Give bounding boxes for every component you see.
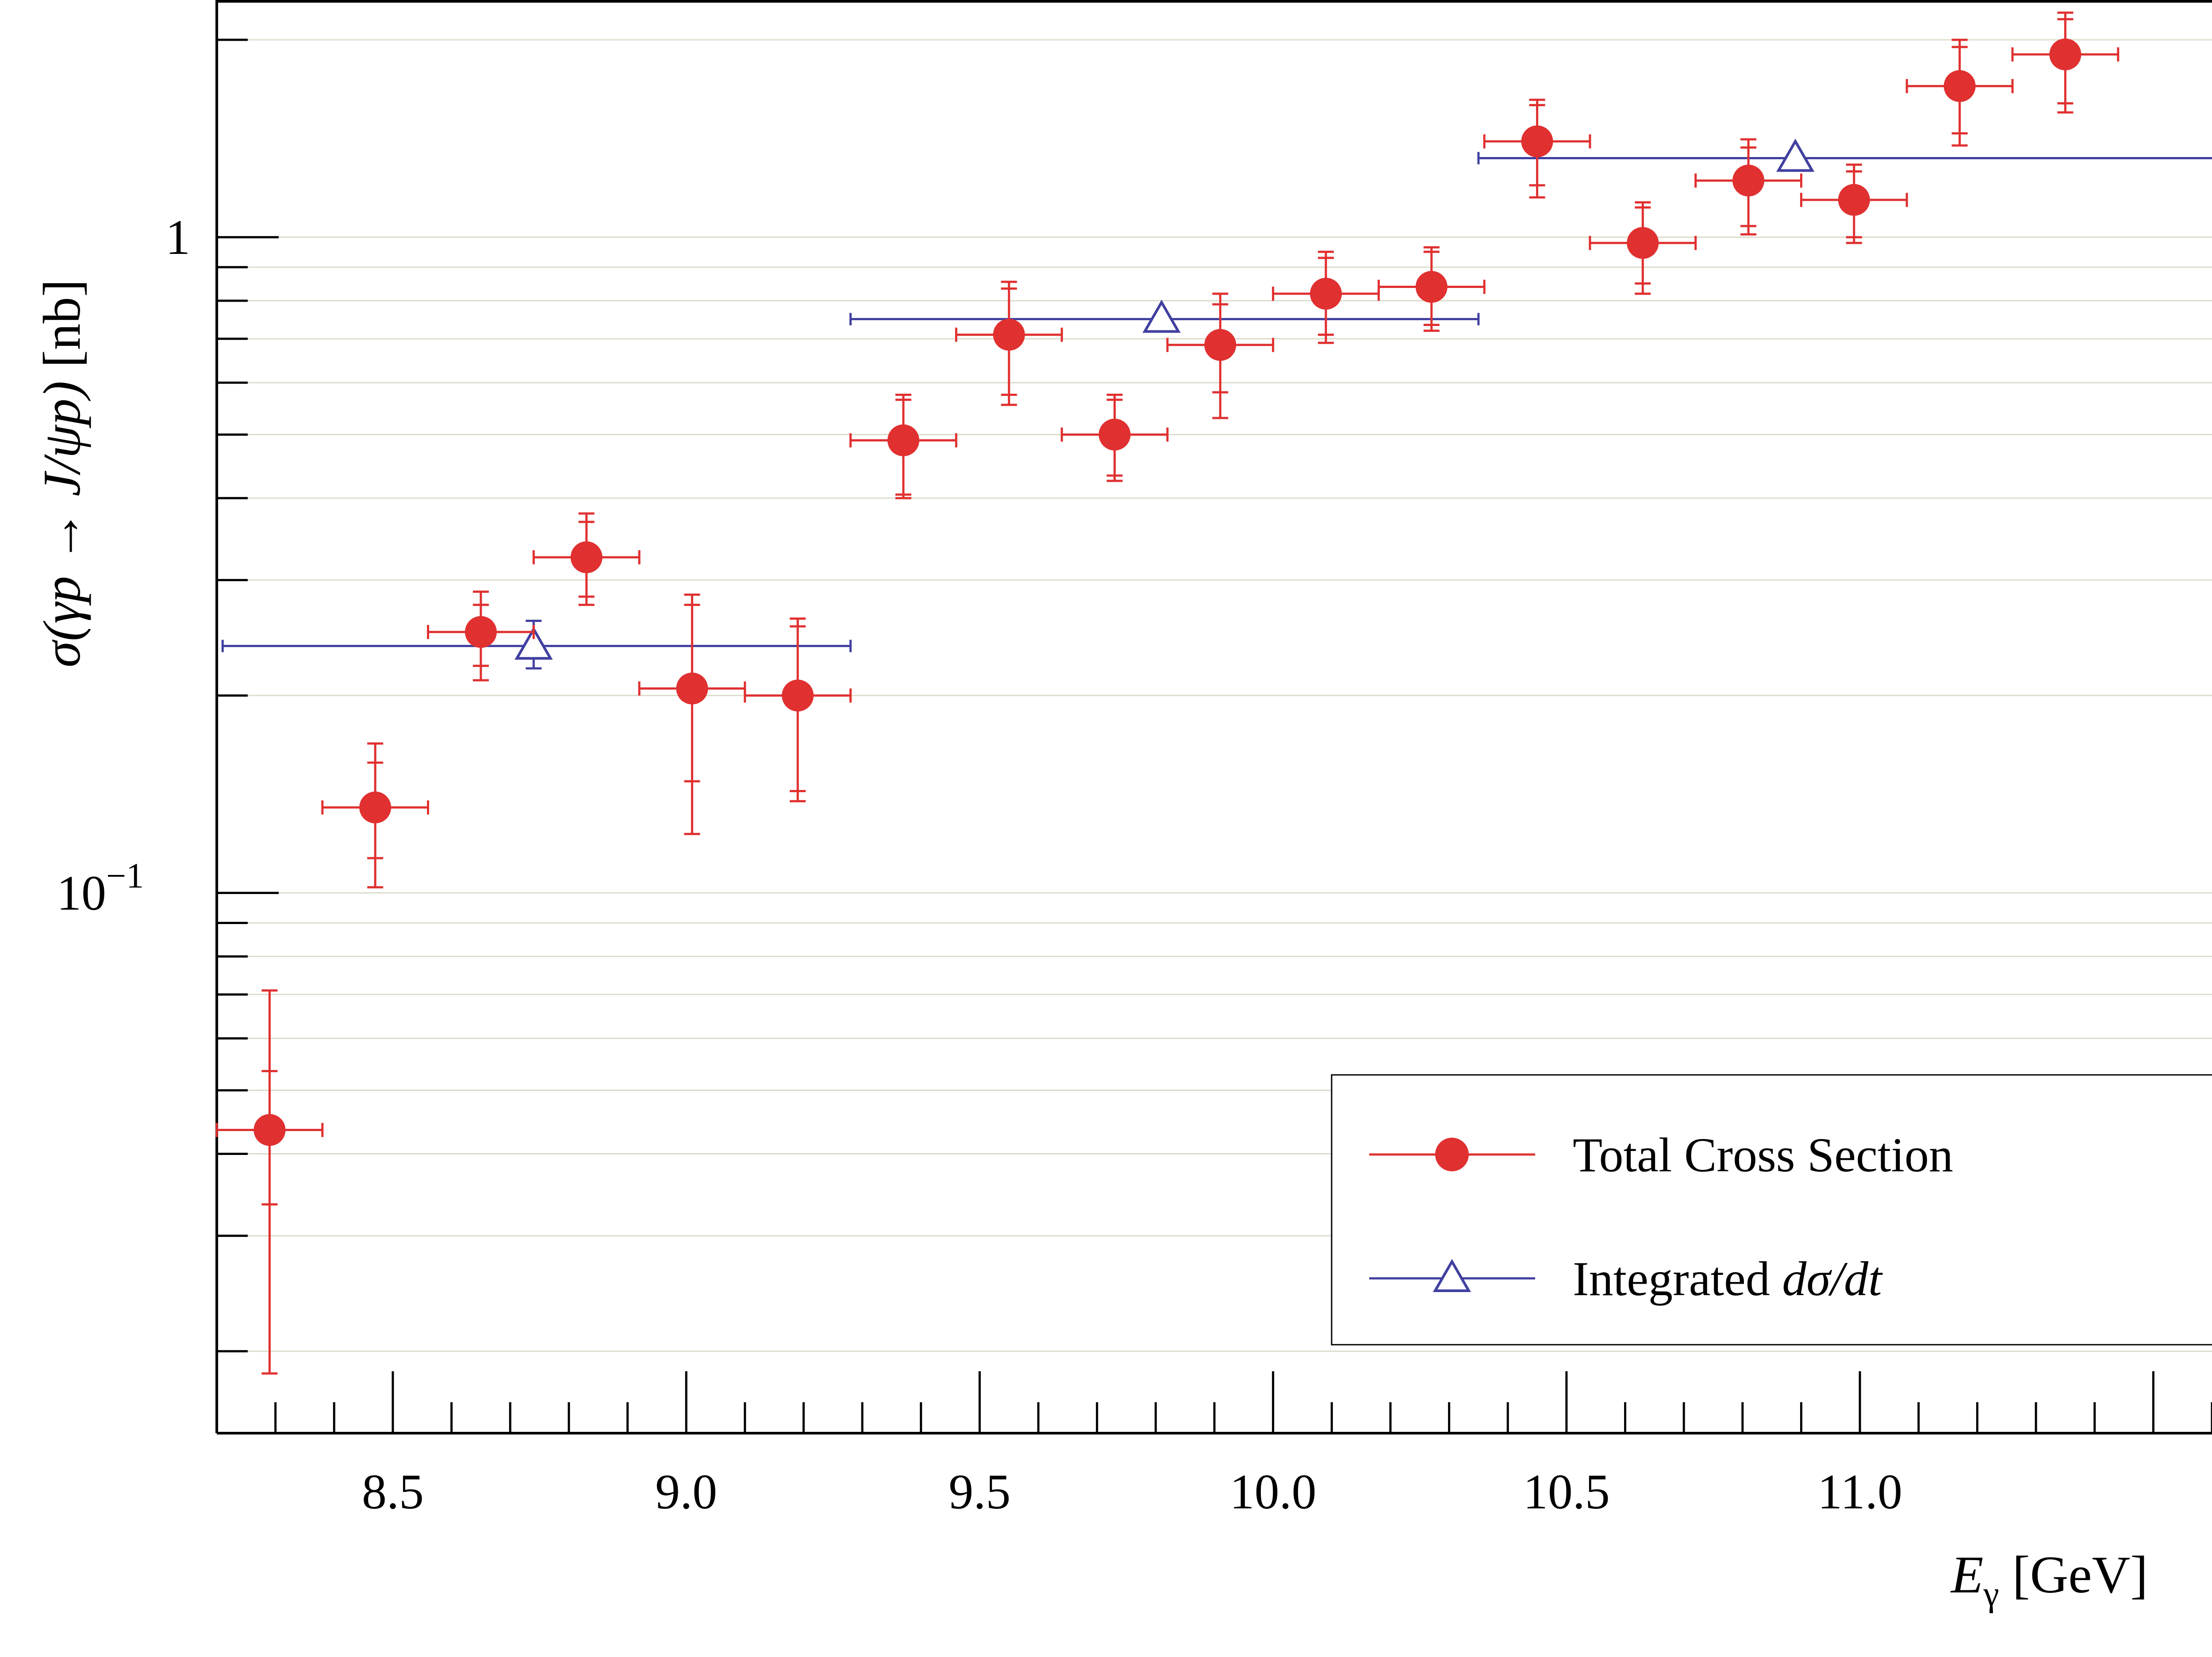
total-marker — [782, 679, 814, 712]
total-point — [1905, 38, 2014, 147]
legend-total-marker — [1435, 1138, 1469, 1171]
total-marker — [887, 424, 919, 456]
total-point — [1166, 292, 1275, 419]
y-axis-title-unit: [nb] — [32, 279, 91, 381]
total-point — [638, 593, 746, 835]
total-marker — [253, 1114, 286, 1146]
total-marker — [1732, 165, 1765, 197]
legend-entry-total: Total Cross Section — [1369, 1128, 1953, 1182]
total-marker — [465, 616, 497, 648]
integrated-marker — [1776, 138, 1815, 172]
total-marker — [1310, 277, 1342, 310]
integrated-point — [849, 299, 1480, 333]
legend-integrated-marker — [1432, 1258, 1471, 1292]
y-tick-label: 1 — [165, 210, 190, 265]
series-total-cross-section — [215, 12, 2120, 1375]
y-axis-title: σ(γp → J/ψp) [nb] — [32, 279, 91, 667]
total-point — [1694, 138, 1802, 236]
total-marker — [1627, 227, 1659, 259]
total-point — [1272, 250, 1380, 344]
x-tick-label: 9.5 — [949, 1465, 1010, 1519]
integrated-marker — [515, 626, 553, 660]
total-marker — [1204, 329, 1237, 361]
total-point — [1589, 201, 1697, 295]
x-axis-ticks: 8.5 9.0 9.5 10.0 10.5 11.0 — [215, 1371, 2212, 1519]
series-integrated — [221, 138, 2212, 670]
x-tick-label: 8.5 — [362, 1465, 424, 1519]
total-point — [427, 591, 535, 682]
y-tick-label: 10−1 — [57, 857, 144, 921]
x-axis-title-unit: [GeV] — [1999, 1545, 2148, 1604]
legend-box — [1331, 1074, 2212, 1346]
y-tick-label-base: 10 — [57, 866, 106, 921]
total-marker — [359, 791, 392, 824]
x-tick-label: 11.0 — [1817, 1465, 1902, 1519]
total-marker — [1943, 70, 1976, 102]
integrated-point — [1477, 138, 2212, 172]
total-marker — [570, 541, 603, 573]
legend-total-label: Total Cross Section — [1573, 1128, 1953, 1182]
x-tick-label: 9.0 — [655, 1465, 717, 1519]
legend: Total Cross Section Integrated dσ/dt — [1331, 1074, 2212, 1346]
total-point — [1060, 393, 1169, 482]
y-tick-label-exponent: −1 — [106, 857, 144, 896]
total-point — [1483, 99, 1591, 199]
total-point — [1377, 246, 1486, 332]
legend-entry-integrated: Integrated dσ/dt — [1369, 1252, 1883, 1306]
total-point — [955, 280, 1063, 406]
total-marker — [1098, 418, 1131, 451]
integrated-marker — [1142, 299, 1181, 333]
total-point — [532, 512, 641, 606]
legend-integrated-label: Integrated dσ/dt — [1573, 1252, 1883, 1306]
total-marker — [676, 672, 708, 705]
y-axis-ticks: 1 10−1 — [57, 38, 279, 1353]
y-tick-label-base: 1 — [165, 210, 190, 265]
total-marker — [1838, 184, 1870, 216]
y-axis-title-main: σ(γp → J/ψp) — [32, 381, 91, 667]
total-point — [849, 393, 957, 499]
total-point — [744, 618, 852, 802]
x-tick-label: 10.0 — [1230, 1465, 1317, 1519]
grid-lines — [217, 39, 2212, 1352]
total-marker — [993, 318, 1025, 351]
legend-integrated-label-italic: dσ/dt — [1782, 1252, 1883, 1306]
x-axis-title-subscript: γ — [1983, 1575, 1999, 1614]
total-point — [1800, 163, 1908, 244]
total-point — [215, 989, 324, 1375]
total-point — [2011, 12, 2120, 114]
x-tick-label: 10.5 — [1523, 1465, 1610, 1519]
x-axis-title-symbol: E — [1950, 1545, 1983, 1604]
total-marker — [1415, 271, 1448, 303]
total-marker — [2049, 38, 2081, 71]
x-axis-title: Eγ [GeV] — [1950, 1545, 2148, 1614]
total-marker — [1521, 125, 1553, 157]
legend-integrated-label-plain: Integrated — [1573, 1252, 1782, 1306]
integrated-point — [221, 619, 852, 670]
total-point — [321, 742, 430, 889]
